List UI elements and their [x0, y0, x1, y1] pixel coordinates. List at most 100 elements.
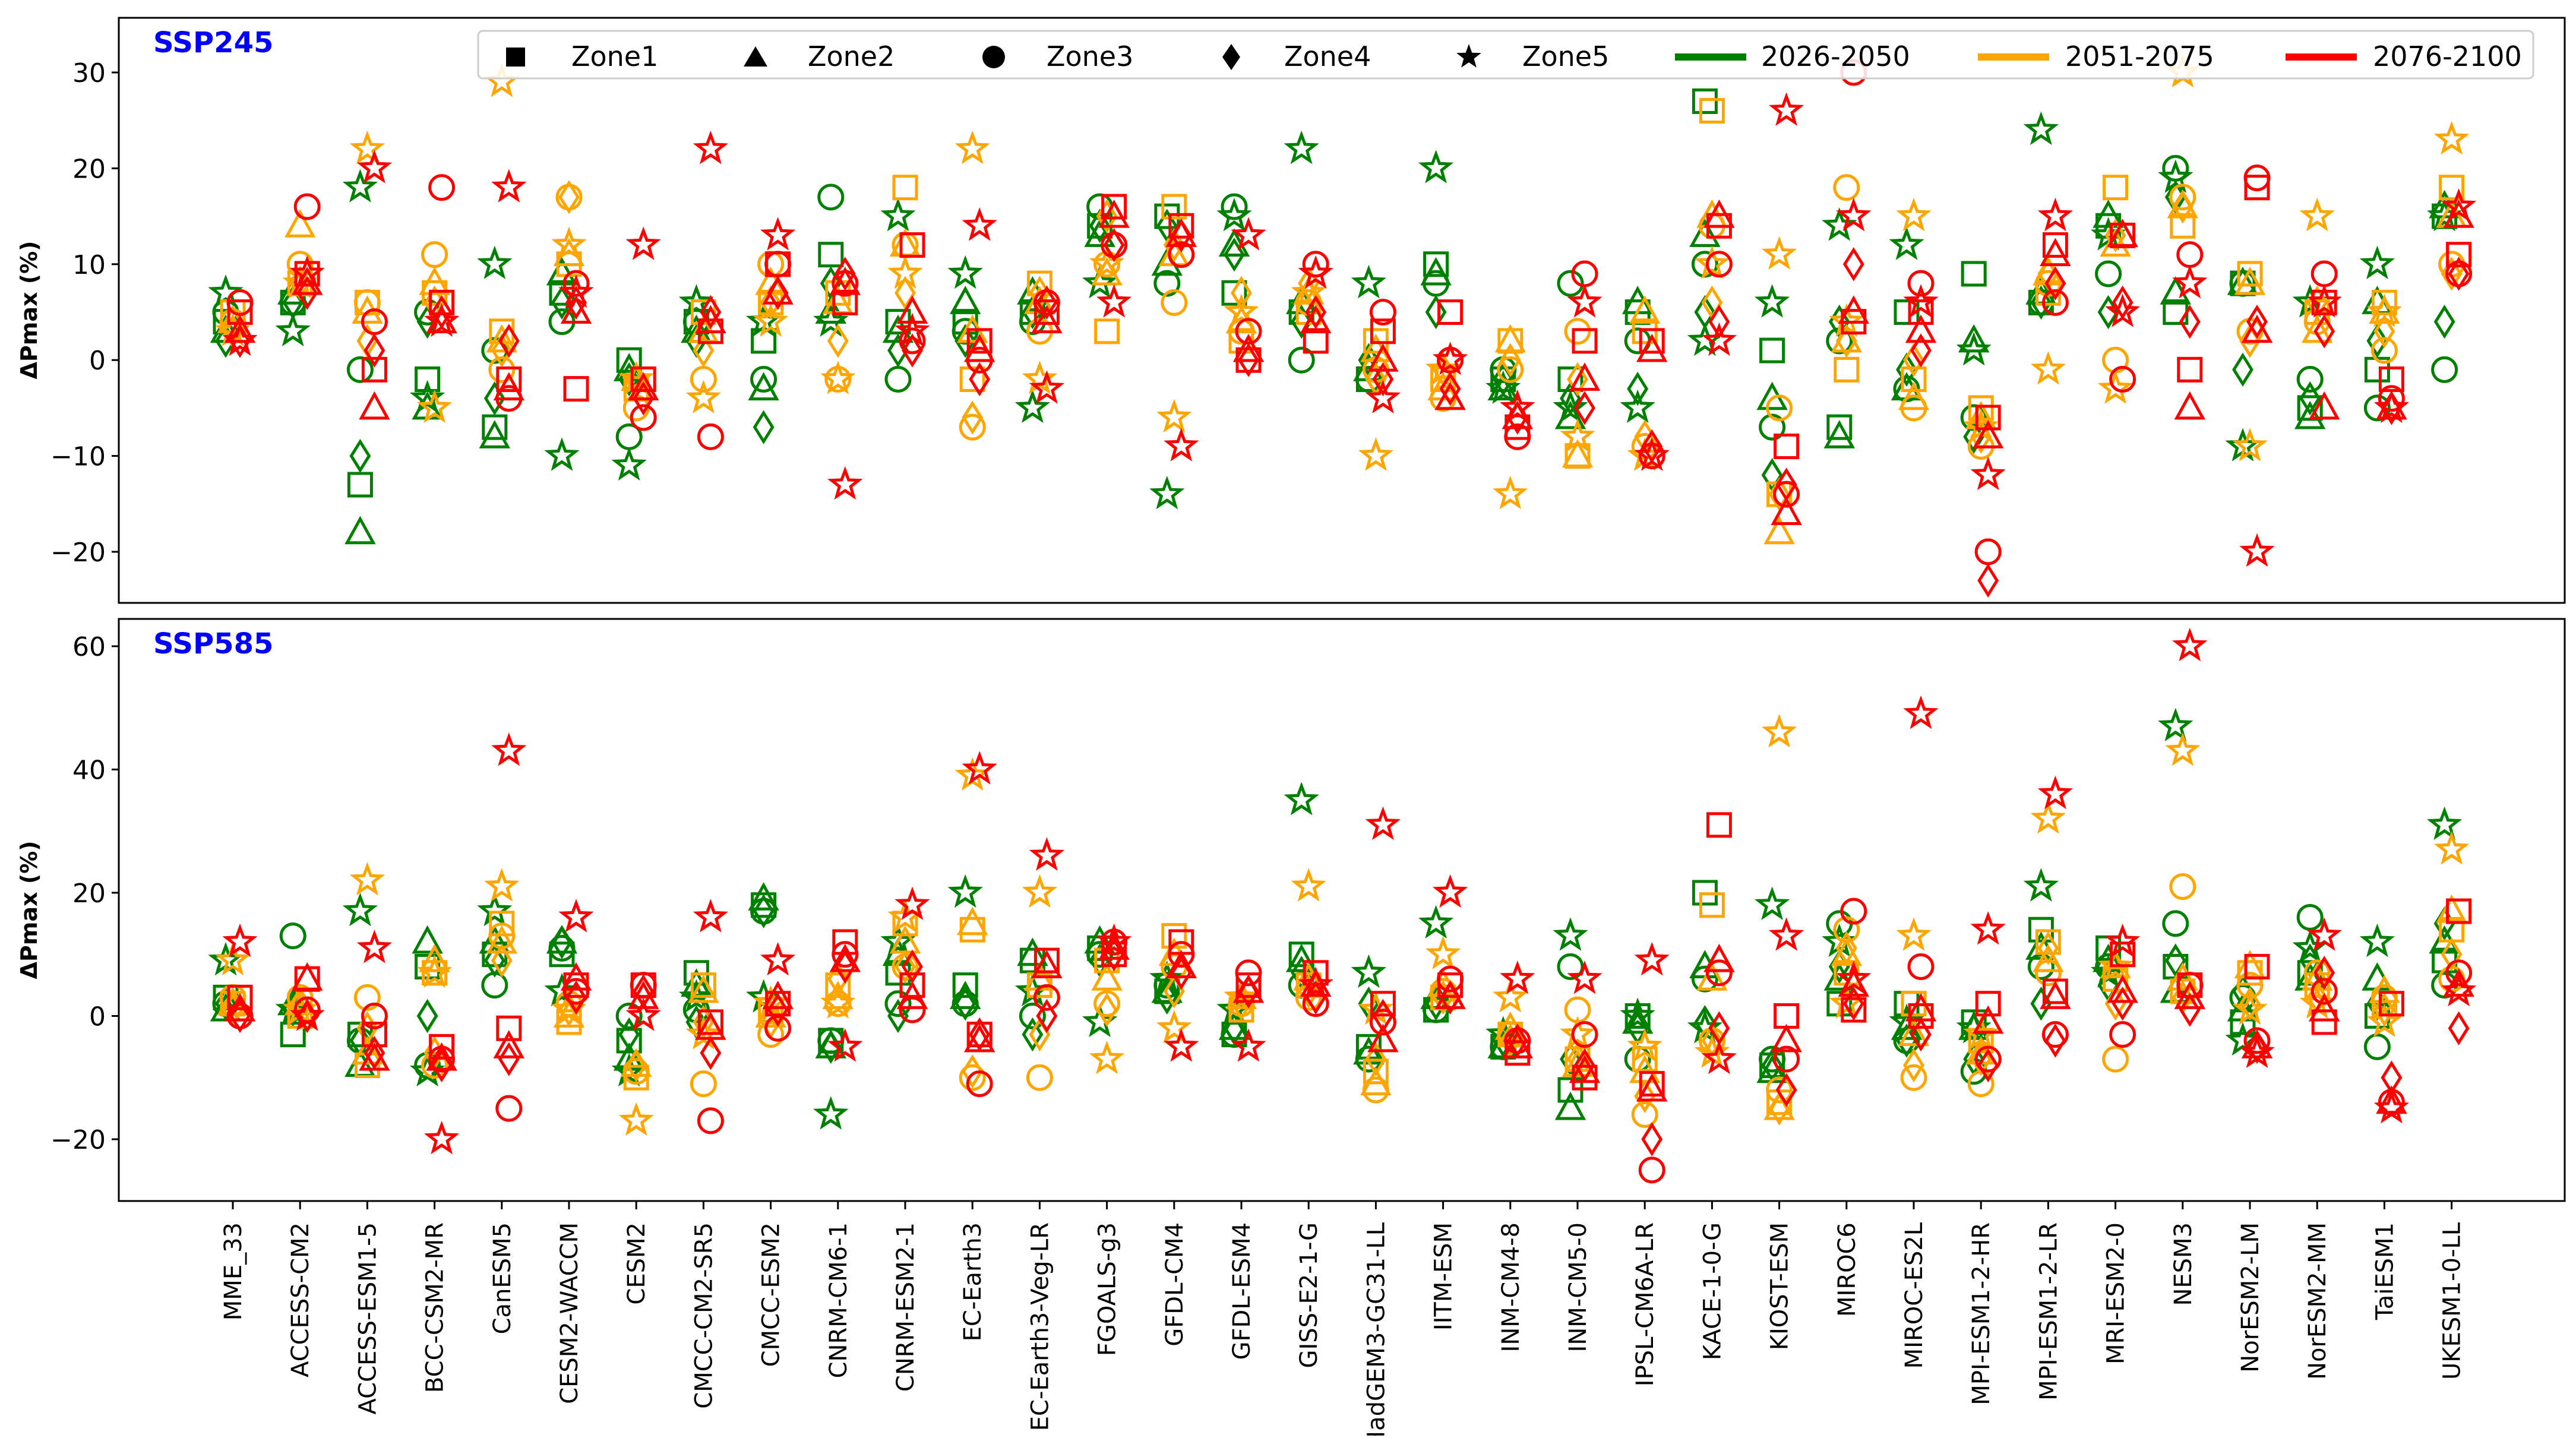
marker-zone5-p3 — [1567, 284, 1603, 318]
panel-frame-ssp245 — [118, 17, 2566, 604]
marker-zone2-p1 — [815, 295, 847, 324]
marker-zone4-p3 — [2313, 314, 2335, 349]
legend-label-zone4: Zone4 — [1284, 40, 1371, 72]
marker-zone5-p3 — [760, 941, 796, 976]
y-tick-label: −20 — [50, 1125, 106, 1155]
marker-zone3-p1 — [1691, 965, 1718, 993]
marker-zone3-p1 — [1288, 346, 1315, 374]
marker-zone1-p2 — [2170, 213, 2196, 239]
y-tick-label: 0 — [89, 1002, 106, 1032]
marker-zone2-p3 — [1636, 1073, 1668, 1102]
marker-zone5-p2 — [1156, 399, 1192, 433]
marker-zone2-p2 — [1091, 962, 1123, 991]
marker-zone3-p3 — [428, 1045, 456, 1073]
legend-circle-marker — [982, 46, 1005, 68]
x-tick-label: NorESM2-MM — [2304, 1222, 2331, 1380]
marker-zone5-p3 — [1634, 941, 1670, 976]
marker-zone5-p3 — [1231, 217, 1266, 251]
marker-zone2-p1 — [546, 257, 578, 286]
marker-zone3-p1 — [346, 356, 374, 383]
marker-zone5-p2 — [1493, 476, 1528, 510]
marker-zone5-p1 — [1014, 389, 1051, 424]
marker-zone4-p1 — [887, 998, 909, 1034]
marker-zone4-p2 — [1365, 1042, 1387, 1076]
x-tick-label: CMCC-ESM2 — [758, 1222, 785, 1367]
marker-zone2-p3 — [896, 981, 928, 1009]
marker-zone2-p2 — [688, 974, 719, 1003]
marker-zone2-p3 — [2040, 981, 2071, 1009]
marker-zone2-p1 — [949, 981, 981, 1009]
marker-zone2-p3 — [1972, 420, 2004, 448]
marker-zone4-p1 — [820, 266, 842, 301]
legend-label-zone5: Zone5 — [1522, 40, 1609, 72]
marker-zone1-p3 — [361, 356, 387, 383]
marker-zone3-p3 — [764, 1014, 792, 1042]
marker-zone3-p3 — [1168, 241, 1195, 268]
marker-zone5-p2 — [349, 130, 385, 165]
marker-zone2-p3 — [896, 295, 928, 324]
marker-zone2-p1 — [748, 882, 779, 911]
marker-zone5-p3 — [2239, 533, 2275, 567]
marker-zone3-p2 — [1026, 1064, 1053, 1091]
marker-zone5-p1 — [1889, 226, 1924, 260]
marker-zone2-p3 — [1636, 333, 1668, 362]
marker-zone1-p3 — [1033, 947, 1060, 974]
marker-zone4-p3 — [2044, 266, 2066, 301]
x-tick-label: HadGEM3-GC31-LL — [1363, 1222, 1390, 1436]
marker-zone5-p2 — [2433, 831, 2470, 865]
marker-zone1-p3 — [1975, 404, 2001, 431]
marker-zone3-p3 — [697, 423, 724, 450]
marker-zone3-p1 — [1759, 1045, 1786, 1073]
marker-zone1-p3 — [563, 376, 589, 402]
marker-zone4-p1 — [349, 438, 371, 473]
marker-zone1-p3 — [1639, 328, 1665, 354]
marker-zone4-p1 — [1089, 208, 1111, 243]
marker-zone4-p3 — [1574, 391, 1595, 425]
marker-zone5-p2 — [1291, 868, 1326, 902]
marker-zone1-p3 — [899, 232, 925, 258]
marker-zone4-p3 — [1170, 218, 1192, 253]
marker-zone5-p1 — [1687, 1010, 1723, 1044]
marker-zone2-p3 — [560, 962, 592, 991]
y-tick-label: −20 — [50, 538, 106, 568]
marker-zone4-p1 — [753, 410, 775, 444]
marker-zone1-p1 — [1423, 251, 1449, 277]
marker-zone5-p1 — [477, 245, 513, 280]
marker-zone5-p3 — [1298, 255, 1333, 289]
marker-zone5-p3 — [1164, 428, 1199, 462]
marker-zone4-p2 — [1634, 1079, 1656, 1114]
marker-zone4-p3 — [1372, 362, 1394, 397]
marker-zone1-p3 — [1639, 1071, 1665, 1097]
marker-zone5-p2 — [1761, 714, 1797, 748]
marker-zone2-p3 — [359, 391, 390, 420]
legend-frame — [477, 30, 2534, 80]
marker-zone2-p2 — [2033, 943, 2064, 972]
marker-zone3-p3 — [1302, 251, 1329, 278]
marker-zone5-p3 — [222, 322, 258, 356]
marker-zone3-p2 — [1362, 1076, 1389, 1104]
marker-zone5-p3 — [2373, 389, 2410, 424]
marker-zone1-p3 — [1101, 194, 1127, 220]
marker-zone4-p3 — [2448, 257, 2470, 291]
marker-zone5-p3 — [2441, 188, 2477, 222]
marker-zone5-p3 — [1836, 960, 1872, 994]
marker-zone2-p2 — [2167, 962, 2199, 991]
marker-zone5-p2 — [1896, 917, 1932, 951]
marker-zone5-p3 — [423, 1120, 460, 1155]
marker-zone2-p3 — [224, 314, 256, 343]
marker-zone4-p3 — [1372, 998, 1394, 1034]
marker-zone4-p2 — [1499, 343, 1521, 377]
marker-zone2-p3 — [1232, 333, 1265, 362]
marker-zone4-p3 — [2313, 956, 2335, 990]
marker-zone2-p1 — [479, 420, 511, 448]
marker-zone4-p3 — [1305, 295, 1327, 330]
marker-zone1-p2 — [892, 175, 918, 201]
marker-zone5-p3 — [1970, 911, 2006, 945]
marker-zone4-p1 — [1627, 371, 1649, 406]
marker-zone5-p2 — [1963, 1016, 1999, 1050]
marker-zone4-p3 — [902, 333, 923, 368]
marker-zone3-p1 — [2229, 270, 2256, 297]
marker-zone4-p2 — [1903, 1048, 1924, 1083]
marker-zone5-p2 — [1022, 874, 1058, 908]
marker-zone3-p3 — [1907, 953, 1935, 980]
